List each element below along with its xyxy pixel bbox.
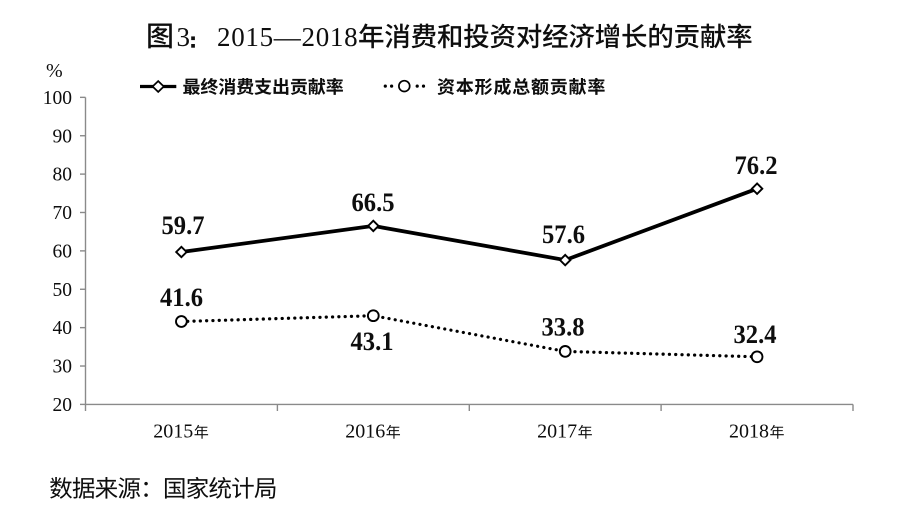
svg-text:3: 3 bbox=[177, 22, 191, 52]
svg-text:2017: 2017 bbox=[537, 421, 577, 443]
svg-text:30: 30 bbox=[53, 357, 73, 378]
svg-text:50: 50 bbox=[53, 280, 73, 301]
svg-text:66.5: 66.5 bbox=[352, 188, 395, 217]
svg-text:100: 100 bbox=[43, 88, 72, 109]
svg-text:32.4: 32.4 bbox=[734, 320, 777, 349]
svg-text:59.7: 59.7 bbox=[162, 211, 205, 240]
svg-text:2015: 2015 bbox=[153, 421, 193, 443]
svg-text:80: 80 bbox=[53, 165, 73, 186]
svg-text:76.2: 76.2 bbox=[735, 151, 778, 180]
svg-text:2016: 2016 bbox=[345, 421, 385, 443]
svg-text:57.6: 57.6 bbox=[542, 220, 585, 249]
svg-text:41.6: 41.6 bbox=[160, 283, 203, 312]
svg-text:33.8: 33.8 bbox=[542, 313, 585, 342]
svg-text:%: % bbox=[46, 60, 63, 82]
svg-text:20: 20 bbox=[53, 395, 73, 416]
svg-text:90: 90 bbox=[53, 126, 73, 147]
svg-text:2018: 2018 bbox=[729, 421, 769, 443]
svg-text:60: 60 bbox=[53, 241, 73, 262]
svg-text:70: 70 bbox=[53, 203, 73, 224]
svg-text:43.1: 43.1 bbox=[351, 327, 394, 356]
svg-text:40: 40 bbox=[53, 318, 73, 339]
svg-text:2015—2018: 2015—2018 bbox=[217, 22, 358, 52]
